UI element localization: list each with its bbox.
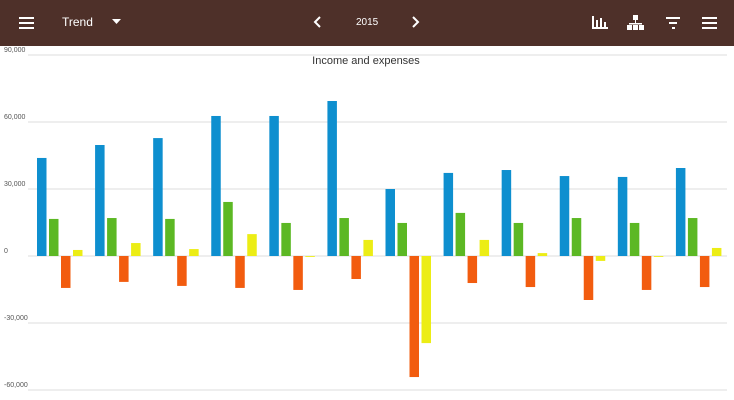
bar (269, 115, 279, 256)
dropdown-arrow[interactable] (111, 13, 123, 33)
y-tick-label: 60,000 (4, 114, 26, 121)
more-button[interactable] (701, 13, 721, 33)
y-tick-label: 30,000 (4, 181, 26, 188)
bar (305, 256, 315, 257)
bar (37, 157, 47, 256)
bar (351, 256, 361, 280)
chart-title: Income and expenses (312, 55, 420, 67)
bar (293, 256, 303, 290)
bar (327, 101, 337, 256)
next-year[interactable] (410, 13, 422, 33)
bar (501, 170, 512, 256)
bar (479, 239, 490, 256)
bar (235, 256, 245, 288)
bar (443, 172, 454, 256)
bar (559, 176, 570, 256)
chart: Income and expenses -60,000 -30,000 0 30,00… (4, 47, 727, 391)
bar (73, 249, 83, 256)
bar (583, 256, 594, 300)
bar (687, 218, 698, 256)
bar (617, 176, 628, 256)
bar (211, 115, 221, 256)
bar (595, 256, 606, 261)
bar (675, 168, 686, 256)
year: 2015 (356, 17, 379, 28)
y-tick-label: -60,000 (4, 382, 28, 389)
bar (513, 222, 524, 256)
bar (571, 218, 582, 256)
bar (385, 189, 395, 256)
bar (537, 253, 548, 256)
bar (653, 256, 664, 257)
bar (455, 212, 466, 256)
bar (153, 138, 163, 256)
bar (699, 256, 710, 288)
bar (247, 234, 257, 256)
toolbar: Trend 2015 (0, 0, 734, 46)
chart-button[interactable] (590, 13, 610, 33)
bar (397, 222, 407, 256)
bar (49, 218, 59, 256)
bar (177, 256, 187, 286)
bar (119, 256, 129, 282)
prev-year[interactable] (312, 13, 324, 33)
bar (107, 218, 117, 256)
bar (525, 256, 536, 288)
y-tick-label: 90,000 (4, 47, 26, 54)
bar (641, 256, 652, 290)
bar (189, 249, 199, 256)
bar (61, 256, 71, 288)
hierarchy-button[interactable] (626, 13, 646, 33)
bar (131, 243, 141, 256)
bar (421, 256, 431, 344)
bar (281, 222, 291, 256)
bar (223, 201, 233, 256)
bar (409, 256, 419, 378)
menu-button[interactable] (18, 13, 36, 33)
bar (629, 222, 640, 256)
bar (711, 247, 722, 256)
y-tick-label: 0 (4, 248, 8, 255)
bar (467, 256, 478, 284)
bar (165, 218, 175, 256)
view-selector[interactable]: Trend (62, 15, 93, 29)
filter-button[interactable] (664, 13, 684, 33)
bar (339, 218, 349, 256)
y-tick-label: -30,000 (4, 315, 28, 322)
bar (95, 145, 105, 256)
bar (363, 239, 373, 256)
